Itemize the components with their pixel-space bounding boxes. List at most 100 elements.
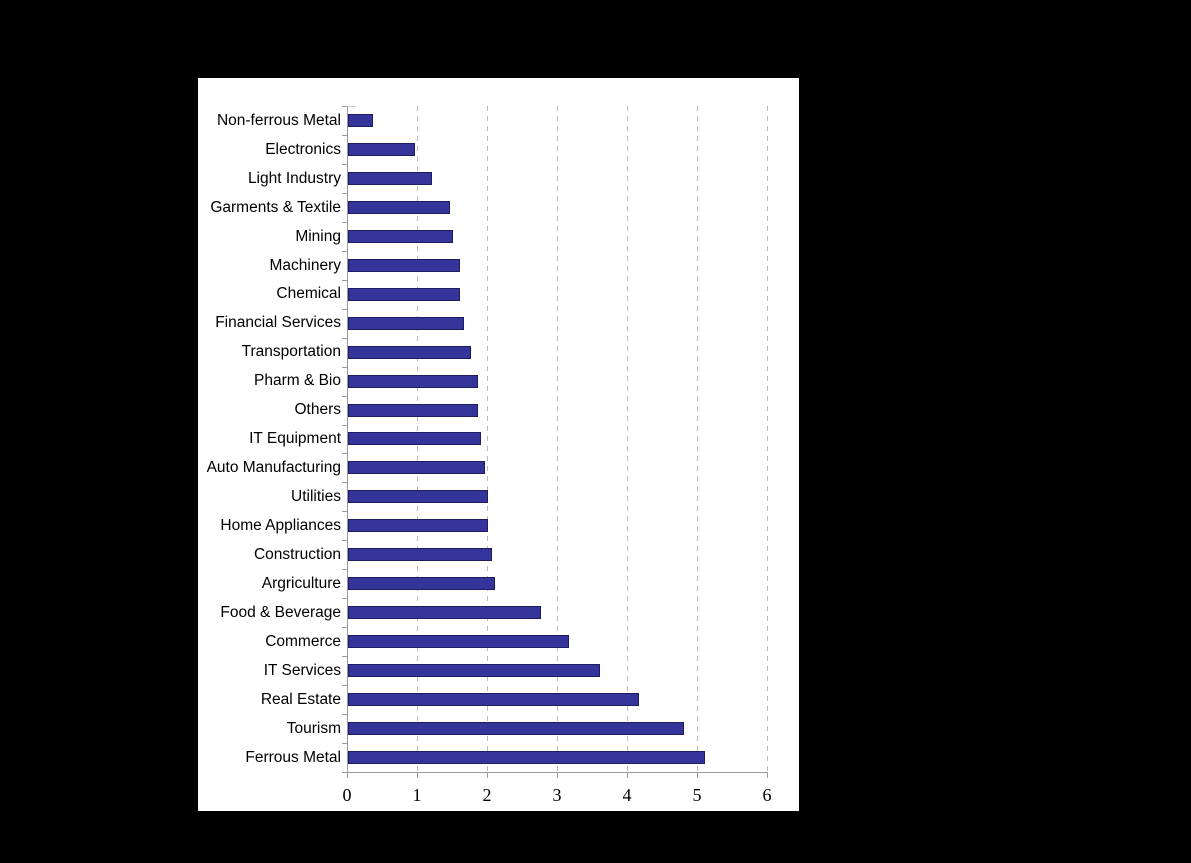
bar-row <box>348 685 768 714</box>
y-axis-tick <box>342 308 347 310</box>
bar-transportation <box>348 345 471 359</box>
gridline-x-5 <box>697 106 698 772</box>
bar-row <box>348 482 768 511</box>
category-label-mining: Mining <box>295 227 341 245</box>
x-axis-tick <box>697 773 698 778</box>
bar-chemical <box>348 287 460 301</box>
y-axis-tick <box>342 772 347 773</box>
y-axis-tick <box>342 106 347 107</box>
category-label-it-services: IT Services <box>263 661 341 679</box>
category-label-chemical: Chemical <box>276 285 341 303</box>
y-axis-tick <box>342 627 347 629</box>
bar-row <box>348 511 768 540</box>
bar-construction <box>348 548 492 562</box>
y-axis-tick <box>342 250 347 252</box>
x-tick-label-0: 0 <box>342 785 352 805</box>
bar-electronics <box>348 142 415 156</box>
bar-commerce <box>348 635 569 649</box>
bar-row <box>348 569 768 598</box>
bar-tourism <box>348 722 684 736</box>
bar-pharm-bio <box>348 374 478 388</box>
bar-row <box>348 743 768 772</box>
bar-row <box>348 222 768 251</box>
category-label-construction: Construction <box>253 546 341 564</box>
gridline-x-3 <box>557 106 558 772</box>
category-label-ferrous-metal: Ferrous Metal <box>245 748 341 766</box>
category-label-food-beverage: Food & Beverage <box>220 603 341 621</box>
bar-row <box>348 338 768 367</box>
category-label-non-ferrous-metal: Non-ferrous Metal <box>216 111 341 129</box>
x-tick-label-3: 3 <box>552 785 562 805</box>
bar-non-ferrous-metal <box>348 113 373 127</box>
x-tick-label-1: 1 <box>412 785 422 805</box>
bar-row <box>348 598 768 627</box>
category-label-commerce: Commerce <box>265 632 341 650</box>
y-axis-tick <box>342 134 347 136</box>
y-axis-tick <box>342 279 347 281</box>
x-axis-tick <box>417 773 418 778</box>
gridline-x-6 <box>767 106 768 772</box>
y-axis-tick <box>342 743 347 745</box>
bar-it-equipment <box>348 432 481 446</box>
bar-row <box>348 106 768 135</box>
bar-row <box>348 540 768 569</box>
bar-row <box>348 453 768 482</box>
bar-row <box>348 309 768 338</box>
y-axis-tick <box>342 192 347 194</box>
y-axis-line <box>347 106 348 773</box>
bar-argriculture <box>348 577 495 591</box>
y-axis-tick <box>342 656 347 658</box>
bar-row <box>348 164 768 193</box>
bar-machinery <box>348 258 460 272</box>
plot-area <box>347 106 768 773</box>
category-label-utilities: Utilities <box>291 488 341 506</box>
category-label-argriculture: Argriculture <box>261 575 341 593</box>
bar-real-estate <box>348 693 639 707</box>
category-label-machinery: Machinery <box>269 256 342 274</box>
x-axis-tick <box>557 773 558 778</box>
y-axis-tick <box>342 482 347 484</box>
y-axis-tick <box>342 163 347 165</box>
y-axis-tick <box>342 337 347 339</box>
category-label-light-industry: Light Industry <box>247 169 341 187</box>
category-label-home-appliances: Home Appliances <box>220 517 341 535</box>
bar-row <box>348 656 768 685</box>
bar-row <box>348 425 768 454</box>
x-axis-line <box>347 772 768 773</box>
gridline-x-2 <box>487 106 488 772</box>
bar-others <box>348 403 478 417</box>
gridline-x-4 <box>627 106 628 772</box>
bar-it-services <box>348 664 600 678</box>
y-axis-tick <box>342 511 347 513</box>
category-label-real-estate: Real Estate <box>260 690 341 708</box>
bar-home-appliances <box>348 519 488 533</box>
y-axis-tick <box>342 540 347 542</box>
bar-garments-textile <box>348 200 450 214</box>
chart-panel: 0 1 2 3 4 5 6 Non-ferrous Metal Electronics Light… <box>198 78 799 811</box>
y-axis-tick <box>342 685 347 687</box>
plot-top-left-corner-segment <box>347 106 356 107</box>
bar-utilities <box>348 490 488 504</box>
category-label-transportation: Transportation <box>241 343 341 361</box>
category-label-electronics: Electronics <box>265 140 341 158</box>
category-label-pharm-bio: Pharm & Bio <box>253 372 341 390</box>
x-axis-tick <box>767 773 768 778</box>
x-tick-label-4: 4 <box>622 785 632 805</box>
bar-ferrous-metal <box>348 751 705 764</box>
bar-mining <box>348 229 453 243</box>
bar-row <box>348 251 768 280</box>
y-axis-tick <box>342 569 347 571</box>
y-axis-tick <box>342 714 347 716</box>
y-axis-tick <box>342 598 347 600</box>
bar-row <box>348 193 768 222</box>
y-axis-tick <box>342 366 347 368</box>
x-tick-label-6: 6 <box>762 785 772 805</box>
bar-row <box>348 280 768 309</box>
bar-food-beverage <box>348 606 541 620</box>
bar-row <box>348 714 768 743</box>
category-label-auto-manufacturing: Auto Manufacturing <box>206 459 341 477</box>
x-axis-tick <box>487 773 488 778</box>
y-axis-tick <box>342 221 347 223</box>
y-axis-tick <box>342 453 347 455</box>
